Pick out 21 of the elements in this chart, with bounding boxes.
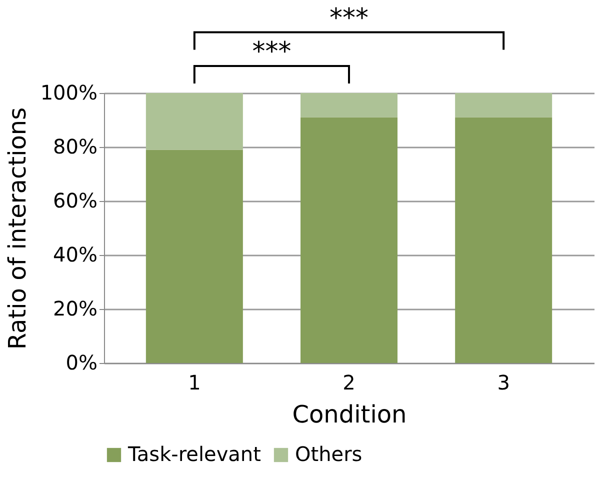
- x-tick-label: 2: [342, 370, 356, 394]
- bar: [455, 117, 552, 363]
- bar: [300, 117, 398, 363]
- y-tick-label: 0%: [66, 350, 98, 374]
- y-axis-title: Ratio of interactions: [3, 107, 32, 350]
- legend-label: Others: [295, 442, 362, 466]
- bar: [146, 150, 243, 363]
- y-tick-label: 100%: [40, 80, 98, 104]
- y-tick-label: 20%: [53, 296, 98, 320]
- bar: [146, 93, 243, 150]
- y-tick-label: 80%: [53, 134, 98, 158]
- bar: [300, 93, 398, 118]
- bar: [455, 93, 552, 118]
- x-tick-label: 3: [497, 370, 510, 394]
- y-tick-label: 60%: [53, 188, 98, 212]
- y-tick-label: 40%: [53, 242, 98, 266]
- x-tick-label: 1: [188, 370, 201, 394]
- x-axis-title: Condition: [292, 400, 407, 428]
- text: ***: [330, 3, 368, 34]
- legend-label: Task-relevant: [127, 442, 262, 466]
- text: ***: [252, 37, 292, 67]
